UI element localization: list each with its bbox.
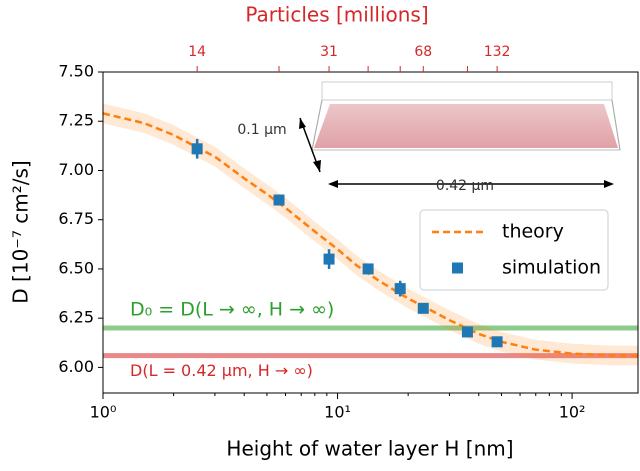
reference-label: D₀ = D(L → ∞, H → ∞) — [130, 299, 334, 321]
data-point — [462, 326, 473, 337]
top-tick-label: 31 — [320, 44, 338, 60]
legend-label: simulation — [502, 257, 601, 279]
legend-swatch — [452, 263, 463, 274]
y-tick-label: 6.00 — [58, 357, 94, 376]
data-point — [274, 195, 285, 206]
data-point — [363, 263, 374, 274]
y-tick-label: 7.25 — [58, 111, 94, 130]
data-point — [395, 283, 406, 294]
inset-width-label: 0.42 μm — [436, 178, 494, 194]
data-point — [418, 303, 429, 314]
reference-label: D(L = 0.42 μm, H → ∞) — [130, 361, 313, 380]
top-tick-label: 132 — [484, 44, 511, 60]
chart: Particles [millions] Height of water lay… — [0, 0, 640, 471]
inset: 0.1 μm 0.42 μm — [237, 82, 620, 194]
data-point — [324, 254, 335, 265]
legend: theory simulation — [420, 210, 608, 290]
top-axis-label: Particles [millions] — [245, 3, 428, 27]
x-tick-label: 10¹ — [324, 403, 351, 422]
y-tick-label: 7.50 — [58, 62, 94, 81]
legend-label: theory — [502, 221, 564, 243]
data-point — [192, 143, 203, 154]
y-tick-label: 6.75 — [58, 209, 94, 228]
y-tick-label: 6.50 — [58, 258, 94, 277]
data-point — [492, 336, 503, 347]
y-tick-label: 6.25 — [58, 308, 94, 327]
x-axis-label: Height of water layer H [nm] — [226, 437, 513, 461]
top-tick-label: 68 — [414, 44, 432, 60]
y-axis-label: D [10⁻⁷ cm²/s] — [9, 160, 33, 303]
x-tick-label: 10⁰ — [90, 403, 117, 422]
inset-height-label: 0.1 μm — [237, 122, 286, 138]
y-tick-label: 7.00 — [58, 160, 94, 179]
x-tick-label: 10² — [559, 403, 586, 422]
top-tick-label: 14 — [188, 44, 206, 60]
